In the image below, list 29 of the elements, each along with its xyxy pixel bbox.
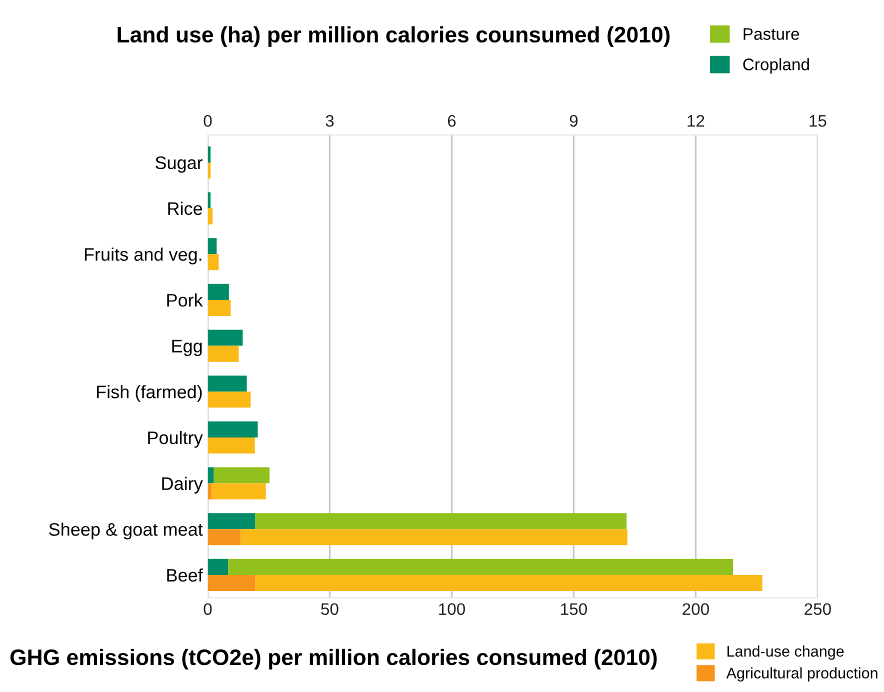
x-tick-label: 200 [682,603,709,615]
x-tick-label: 9 [570,114,578,127]
y-tick-label: Poultry [148,430,203,448]
y-tick-label: Pork [167,293,203,307]
y-tick-label: Fruits and veg. [84,248,202,264]
x-tick-label: 250 [804,603,831,615]
x-axis-title: GHG emissions (tCO2e) per million calories consumed (2010) [10,648,657,670]
x-tick-label: 3 [326,114,334,127]
legend-label: Agricultural production [726,667,878,682]
x-tick-label: 0 [204,603,212,615]
y-tick-label: Fish (farmed) [97,385,202,402]
x-tick-label: 100 [439,603,465,615]
x-axis-title: Land use (ha) per million calories counsumed (2010) [118,26,670,47]
x-tick-label: 150 [561,603,587,615]
y-tick-label: Rice [168,202,202,215]
legend-label: Land-use change [728,646,844,660]
y-tick-label: Dairy [162,476,203,494]
y-tick-label: Beef [167,568,203,582]
x-tick-label: 50 [321,603,338,615]
y-tick-label: Sheep & goat meat [49,522,203,540]
bar [208,574,256,592]
x-tick-label: 6 [448,114,456,127]
y-tick-label: Egg [172,340,202,356]
x-tick-label: 0 [204,114,212,127]
x-tick-label: 12 [688,114,704,127]
x-tick-label: 15 [810,115,826,127]
y-tick-label: Sugar [156,156,203,173]
legend-label: Pasture [744,28,800,40]
legend-label: Cropland [743,58,809,74]
